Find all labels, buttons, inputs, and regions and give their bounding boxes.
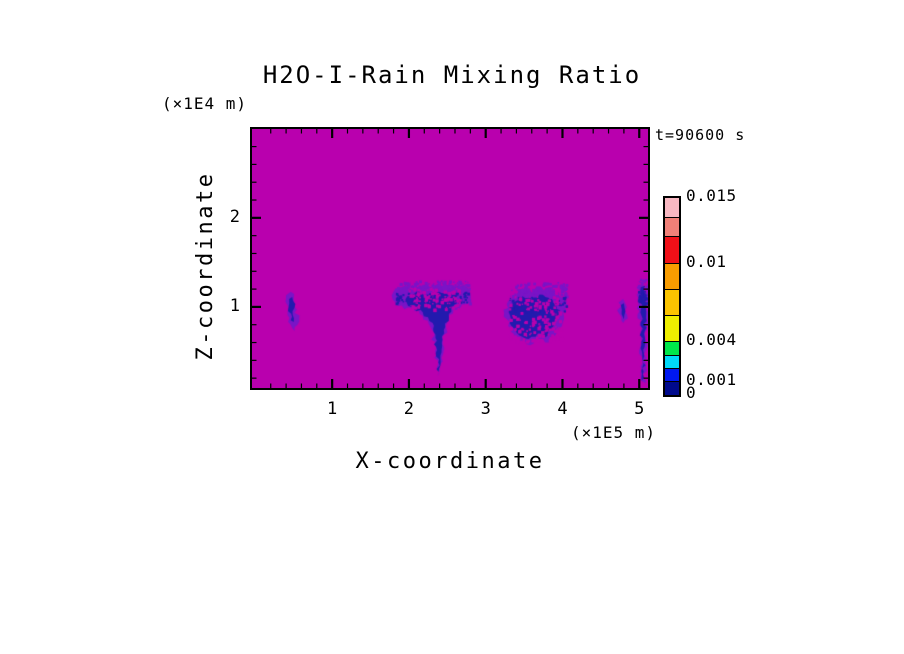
colorbar-segment <box>665 368 679 382</box>
z-tick-label: 1 <box>229 295 240 316</box>
axis-ticks <box>252 129 648 388</box>
colorbar-label: 0.01 <box>686 251 727 271</box>
chart-title: H2O-I-Rain Mixing Ratio <box>262 61 642 89</box>
x-tick-label: 3 <box>480 399 491 419</box>
colorbar-segment <box>665 237 679 264</box>
x-tick-label: 2 <box>403 399 415 419</box>
colorbar-segment <box>665 381 679 395</box>
y-axis-unit-label: (×1E4 m) <box>162 94 248 113</box>
colorbar <box>663 196 681 397</box>
colorbar-label: 0.001 <box>686 369 737 389</box>
colorbar-segment <box>665 342 679 356</box>
colorbar-label: 0.015 <box>686 186 737 205</box>
x-tick-label: 4 <box>557 399 568 419</box>
x-axis-unit-label: (×1E5 m) <box>570 423 656 442</box>
colorbar-segment <box>665 289 679 317</box>
colorbar-segment <box>665 316 679 343</box>
colorbar-segment <box>665 217 679 238</box>
colorbar-segment <box>665 198 679 218</box>
x-tick-label: 1 <box>327 399 338 419</box>
x-axis-title: X-coordinate <box>355 449 545 474</box>
z-axis-title: Z-coordinate <box>193 171 218 361</box>
colorbar-label: 0 <box>686 383 697 402</box>
heatmap-field <box>252 129 648 388</box>
x-tick-label: 5 <box>634 399 645 419</box>
time-label: t=90600 s <box>655 126 746 144</box>
colorbar-segment <box>665 355 679 369</box>
colorbar-segment <box>665 263 679 290</box>
z-tick-label: 2 <box>229 206 240 227</box>
colorbar-label: 0.004 <box>686 330 737 350</box>
plot-area <box>250 127 650 390</box>
